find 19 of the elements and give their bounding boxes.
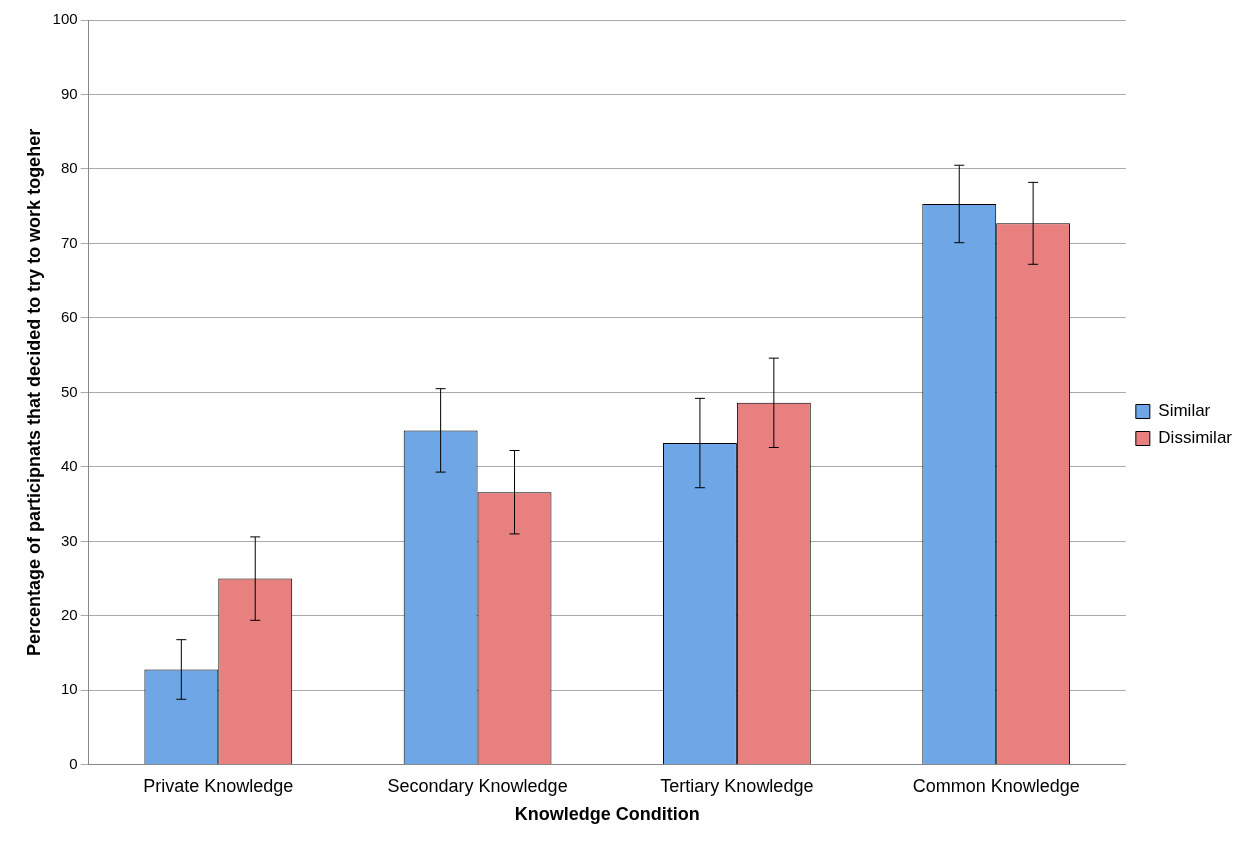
y-tick-label: 70 xyxy=(60,233,78,251)
y-tick-label: 60 xyxy=(60,308,78,326)
x-axis-title: Knowledge Condition xyxy=(514,804,700,825)
y-tick-label: 80 xyxy=(60,159,78,177)
legend-label: Dissimilar xyxy=(1158,428,1233,448)
legend-label: Similar xyxy=(1158,401,1211,421)
y-tick-label: 100 xyxy=(52,10,78,28)
x-tick-label: Common Knowledge xyxy=(912,775,1080,796)
y-tick-label: 40 xyxy=(60,457,78,475)
y-tick-label: 50 xyxy=(60,382,78,400)
y-tick-label: 0 xyxy=(69,754,78,772)
y-tick-label: 30 xyxy=(60,531,78,549)
x-tick-label: Secondary Knowledge xyxy=(387,775,568,796)
x-tick-label: Tertiary Knowledge xyxy=(660,775,814,796)
y-axis-title: Percentage of participnats that decided to try to work togeher xyxy=(23,128,44,656)
x-tick-label: Private Knowledge xyxy=(143,775,294,796)
y-tick-label: 20 xyxy=(60,605,78,623)
y-tick-label: 90 xyxy=(60,84,78,102)
y-tick-label: 10 xyxy=(60,680,78,698)
